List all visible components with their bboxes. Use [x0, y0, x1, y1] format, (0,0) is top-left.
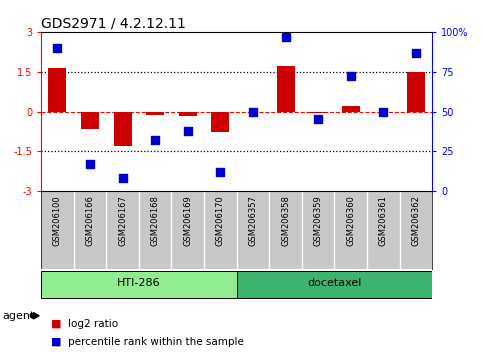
Text: GSM206358: GSM206358 [281, 195, 290, 246]
Bar [146, 112, 164, 115]
Bar [407, 72, 425, 112]
Text: docetaxel: docetaxel [307, 279, 362, 289]
Text: GSM206359: GSM206359 [313, 195, 323, 246]
Bar [309, 112, 327, 113]
Point [119, 176, 127, 181]
Text: GSM206170: GSM206170 [216, 195, 225, 246]
Bar [114, 112, 131, 146]
Text: GSM206357: GSM206357 [248, 195, 257, 246]
Bar [179, 112, 197, 116]
Text: GSM206167: GSM206167 [118, 195, 127, 246]
Bar [212, 112, 229, 132]
Point [54, 45, 61, 51]
Point [86, 161, 94, 167]
Bar [237, 270, 432, 298]
Point [282, 34, 289, 40]
Bar [277, 66, 295, 112]
Text: percentile rank within the sample: percentile rank within the sample [68, 337, 243, 347]
Text: GSM206361: GSM206361 [379, 195, 388, 246]
Point [249, 109, 257, 114]
Text: GSM206168: GSM206168 [151, 195, 160, 246]
Point [216, 169, 224, 175]
Text: ■: ■ [51, 319, 61, 329]
Point [184, 128, 192, 133]
Text: agent: agent [2, 311, 35, 321]
Text: HTI-286: HTI-286 [117, 279, 161, 289]
Text: GSM206362: GSM206362 [412, 195, 421, 246]
Text: log2 ratio: log2 ratio [68, 319, 118, 329]
Point [380, 109, 387, 114]
Text: GSM206100: GSM206100 [53, 195, 62, 246]
Bar [81, 112, 99, 129]
Bar [41, 270, 237, 298]
Point [347, 74, 355, 79]
Bar [48, 68, 66, 112]
Point [412, 50, 420, 56]
Point [151, 137, 159, 143]
Text: GDS2971 / 4.2.12.11: GDS2971 / 4.2.12.11 [41, 17, 186, 31]
Text: ■: ■ [51, 337, 61, 347]
Text: GSM206169: GSM206169 [183, 195, 192, 246]
Text: GSM206166: GSM206166 [85, 195, 95, 246]
Bar [342, 105, 360, 112]
Text: GSM206360: GSM206360 [346, 195, 355, 246]
Point [314, 117, 322, 122]
